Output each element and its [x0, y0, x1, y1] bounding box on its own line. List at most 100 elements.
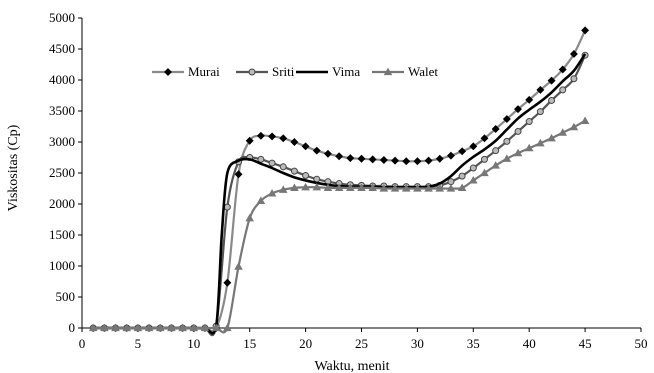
- data-point-murai: [446, 151, 455, 160]
- data-point-murai: [435, 154, 444, 163]
- data-point-walet: [435, 184, 445, 192]
- data-point-murai: [346, 154, 355, 163]
- data-point-walet: [189, 323, 199, 332]
- data-point-murai: [335, 152, 344, 161]
- legend-item-sriti: Sriti: [236, 64, 295, 79]
- data-point-murai: [301, 142, 310, 151]
- x-axis-title: Waktu, menit: [314, 359, 389, 373]
- x-tick-label: 5: [135, 336, 142, 351]
- data-point-sriti: [536, 108, 544, 116]
- data-point-walet: [323, 183, 333, 191]
- data-point-murai: [268, 132, 277, 141]
- data-point-murai: [323, 149, 332, 158]
- data-point-walet: [278, 185, 288, 193]
- data-point-murai: [581, 26, 590, 35]
- data-point-sriti: [302, 171, 310, 179]
- x-tick-label: 45: [579, 336, 592, 351]
- x-axis-ticks: 0 5 10 15 20 25 30 35 40 45 50: [79, 328, 648, 351]
- legend-item-murai: Murai: [152, 64, 220, 79]
- data-point-sriti: [268, 159, 276, 167]
- data-point-walet: [178, 323, 187, 332]
- data-point-walet: [144, 323, 154, 332]
- data-point-walet: [100, 323, 109, 332]
- data-point-murai: [290, 138, 299, 146]
- data-point-walet: [88, 323, 98, 332]
- series-vima: [93, 53, 587, 335]
- data-point-murai: [379, 156, 388, 164]
- y-tick-label: 4000: [49, 72, 75, 87]
- data-point-walet: [379, 184, 389, 192]
- data-point-walet: [580, 116, 590, 125]
- data-point-sriti: [525, 118, 533, 126]
- x-tick-label: 15: [243, 336, 256, 351]
- data-point-walet: [390, 184, 400, 192]
- data-point-walet: [524, 143, 534, 152]
- data-point-walet: [211, 323, 221, 332]
- data-point-murai: [391, 156, 400, 165]
- data-point-murai: [480, 134, 489, 143]
- data-point-walet: [312, 182, 322, 191]
- data-point-walet: [513, 148, 523, 157]
- data-point-sriti: [480, 155, 488, 163]
- data-point-walet: [536, 138, 545, 147]
- x-tick-label: 20: [299, 336, 312, 351]
- data-point-sriti: [290, 167, 298, 175]
- x-tick-label: 30: [411, 336, 424, 351]
- data-point-walet: [167, 323, 176, 332]
- data-point-murai: [234, 170, 243, 179]
- series-line-sriti: [93, 54, 587, 337]
- series-line-vima: [93, 53, 587, 335]
- data-point-sriti: [279, 163, 287, 171]
- x-tick-label: 50: [635, 336, 648, 351]
- data-point-murai: [245, 136, 254, 145]
- data-point-walet: [234, 262, 243, 270]
- data-point-murai: [491, 125, 500, 133]
- data-point-walet: [469, 176, 478, 184]
- data-point-walet: [401, 184, 411, 192]
- data-point-walet: [346, 183, 355, 191]
- data-point-walet: [446, 184, 456, 192]
- data-point-walet: [290, 183, 299, 191]
- x-tick-label: 25: [355, 336, 368, 351]
- data-point-walet: [480, 168, 489, 177]
- data-point-walet: [111, 323, 120, 332]
- x-tick-label: 40: [523, 336, 536, 351]
- series-walet: [88, 116, 590, 334]
- y-tick-label: 3500: [49, 103, 75, 118]
- data-point-sriti: [469, 164, 477, 172]
- data-point-walet: [502, 154, 512, 162]
- data-point-walet: [457, 183, 467, 191]
- data-point-murai: [536, 85, 545, 94]
- data-point-walet: [569, 122, 579, 131]
- data-point-sriti: [447, 178, 455, 186]
- data-point-walet: [256, 196, 266, 205]
- legend-marker-murai: [164, 68, 172, 76]
- data-point-murai: [547, 76, 556, 85]
- data-point-walet: [424, 184, 433, 192]
- y-tick-label: 2000: [49, 196, 75, 211]
- data-point-walet: [133, 323, 143, 332]
- y-tick-label: 4500: [49, 41, 75, 56]
- data-point-murai: [514, 105, 522, 114]
- data-point-murai: [368, 155, 377, 164]
- data-point-walet: [547, 133, 556, 142]
- data-point-murai: [424, 156, 433, 165]
- legend-marker-sriti: [248, 68, 256, 76]
- data-point-walet: [155, 323, 165, 332]
- data-point-murai: [413, 157, 422, 166]
- data-point-walet: [491, 161, 500, 169]
- data-point-murai: [357, 154, 366, 163]
- data-point-walet: [368, 183, 377, 191]
- data-point-murai: [402, 157, 411, 166]
- series-sriti: [89, 51, 589, 337]
- data-point-walet: [558, 128, 568, 136]
- data-point-sriti: [548, 96, 556, 104]
- y-tick-label: 3000: [49, 134, 75, 149]
- data-point-sriti: [458, 172, 466, 180]
- data-point-walet: [122, 323, 132, 332]
- y-tick-label: 1500: [49, 227, 75, 242]
- data-point-sriti: [570, 75, 578, 83]
- data-point-walet: [200, 323, 210, 332]
- data-point-murai: [469, 142, 478, 151]
- data-point-walet: [334, 183, 344, 191]
